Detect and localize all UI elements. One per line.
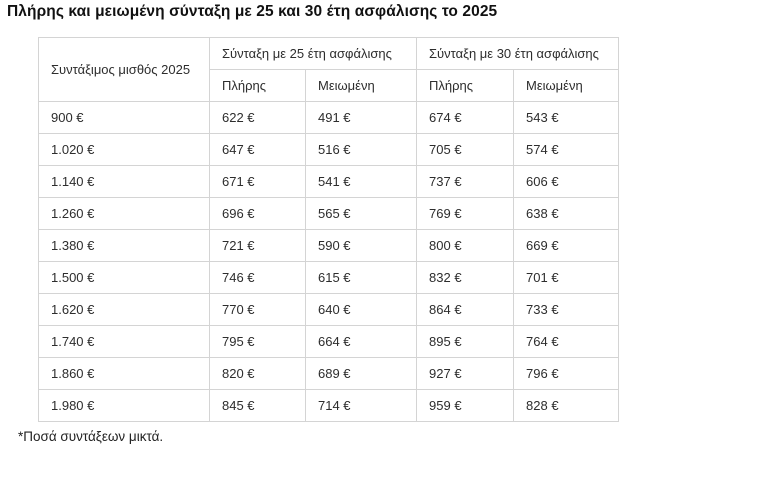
reduced-30-cell: 701 €: [513, 261, 620, 294]
reduced-30-cell: 543 €: [513, 101, 620, 134]
reduced-25-cell: 714 €: [304, 389, 418, 422]
table-row: 1.500 € 746 € 615 € 832 € 701 €: [38, 261, 620, 294]
footnote: *Ποσά συντάξεων μικτά.: [18, 429, 164, 444]
table-row: 1.620 € 770 € 640 € 864 € 733 €: [38, 293, 620, 326]
page-title: Πλήρης και μειωμένη σύνταξη με 25 και 30…: [7, 3, 498, 20]
full-25-cell: 671 €: [209, 165, 306, 198]
salary-cell: 1.740 €: [38, 325, 210, 358]
full-25-cell: 770 €: [209, 293, 306, 326]
reduced-30-cell: 638 €: [513, 197, 620, 230]
full-30-cell: 959 €: [416, 389, 515, 422]
salary-cell: 1.980 €: [38, 389, 210, 422]
full-25-cell: 746 €: [209, 261, 306, 294]
group-header-25-years: Σύνταξη με 25 έτη ασφάλισης: [208, 37, 418, 70]
salary-cell: 1.860 €: [38, 357, 210, 390]
table-row: 1.980 € 845 € 714 € 959 € 828 €: [38, 389, 620, 422]
reduced-25-cell: 664 €: [304, 325, 418, 358]
full-25-cell: 696 €: [209, 197, 306, 230]
reduced-30-cell: 606 €: [513, 165, 620, 198]
sub-header-row: Πλήρης Μειωμένη Πλήρης Μειωμένη: [39, 69, 620, 102]
sub-header-full-25: Πλήρης: [209, 69, 306, 102]
full-25-cell: 721 €: [209, 229, 306, 262]
reduced-25-cell: 640 €: [304, 293, 418, 326]
reduced-30-cell: 796 €: [513, 357, 620, 390]
reduced-25-cell: 491 €: [304, 101, 418, 134]
salary-cell: 1.020 €: [38, 133, 210, 166]
salary-cell: 1.380 €: [38, 229, 210, 262]
salary-cell: 1.620 €: [38, 293, 210, 326]
full-30-cell: 895 €: [416, 325, 515, 358]
table-row: 1.740 € 795 € 664 € 895 € 764 €: [38, 325, 620, 358]
reduced-25-cell: 516 €: [304, 133, 418, 166]
salary-cell: 1.140 €: [38, 165, 210, 198]
table-row: 900 € 622 € 491 € 674 € 543 €: [38, 101, 620, 134]
table-row: 1.380 € 721 € 590 € 800 € 669 €: [38, 229, 620, 262]
table-row: 1.020 € 647 € 516 € 705 € 574 €: [38, 133, 620, 166]
full-25-cell: 795 €: [209, 325, 306, 358]
group-header-row: Συντάξιμος μισθός 2025 Σύνταξη με 25 έτη…: [38, 37, 620, 102]
full-25-cell: 845 €: [209, 389, 306, 422]
full-30-cell: 927 €: [416, 357, 515, 390]
full-30-cell: 864 €: [416, 293, 515, 326]
reduced-30-cell: 574 €: [513, 133, 620, 166]
table-row: 1.260 € 696 € 565 € 769 € 638 €: [38, 197, 620, 230]
reduced-30-cell: 828 €: [513, 389, 620, 422]
salary-cell: 900 €: [38, 101, 210, 134]
full-25-cell: 820 €: [209, 357, 306, 390]
full-25-cell: 647 €: [209, 133, 306, 166]
full-30-cell: 832 €: [416, 261, 515, 294]
table-header: Συντάξιμος μισθός 2025 Σύνταξη με 25 έτη…: [38, 37, 620, 102]
full-30-cell: 705 €: [416, 133, 515, 166]
table-body: 900 € 622 € 491 € 674 € 543 € 1.020 € 64…: [38, 101, 620, 422]
salary-cell: 1.500 €: [38, 261, 210, 294]
reduced-30-cell: 669 €: [513, 229, 620, 262]
sub-header-reduced-25: Μειωμένη: [304, 69, 418, 102]
group-header-30-years: Σύνταξη με 30 έτη ασφάλισης: [416, 37, 620, 70]
full-30-cell: 800 €: [416, 229, 515, 262]
full-30-cell: 769 €: [416, 197, 515, 230]
pension-table: Συντάξιμος μισθός 2025 Σύνταξη με 25 έτη…: [38, 37, 620, 422]
sub-header-full-30: Πλήρης: [416, 69, 515, 102]
full-30-cell: 737 €: [416, 165, 515, 198]
reduced-30-cell: 764 €: [513, 325, 620, 358]
reduced-30-cell: 733 €: [513, 293, 620, 326]
reduced-25-cell: 541 €: [304, 165, 418, 198]
sub-header-reduced-30: Μειωμένη: [513, 69, 620, 102]
reduced-25-cell: 615 €: [304, 261, 418, 294]
reduced-25-cell: 590 €: [304, 229, 418, 262]
reduced-25-cell: 689 €: [304, 357, 418, 390]
corner-header-salary: Συντάξιμος μισθός 2025: [38, 37, 210, 102]
full-25-cell: 622 €: [209, 101, 306, 134]
table-row: 1.860 € 820 € 689 € 927 € 796 €: [38, 357, 620, 390]
full-30-cell: 674 €: [416, 101, 515, 134]
reduced-25-cell: 565 €: [304, 197, 418, 230]
table-row: 1.140 € 671 € 541 € 737 € 606 €: [38, 165, 620, 198]
salary-cell: 1.260 €: [38, 197, 210, 230]
